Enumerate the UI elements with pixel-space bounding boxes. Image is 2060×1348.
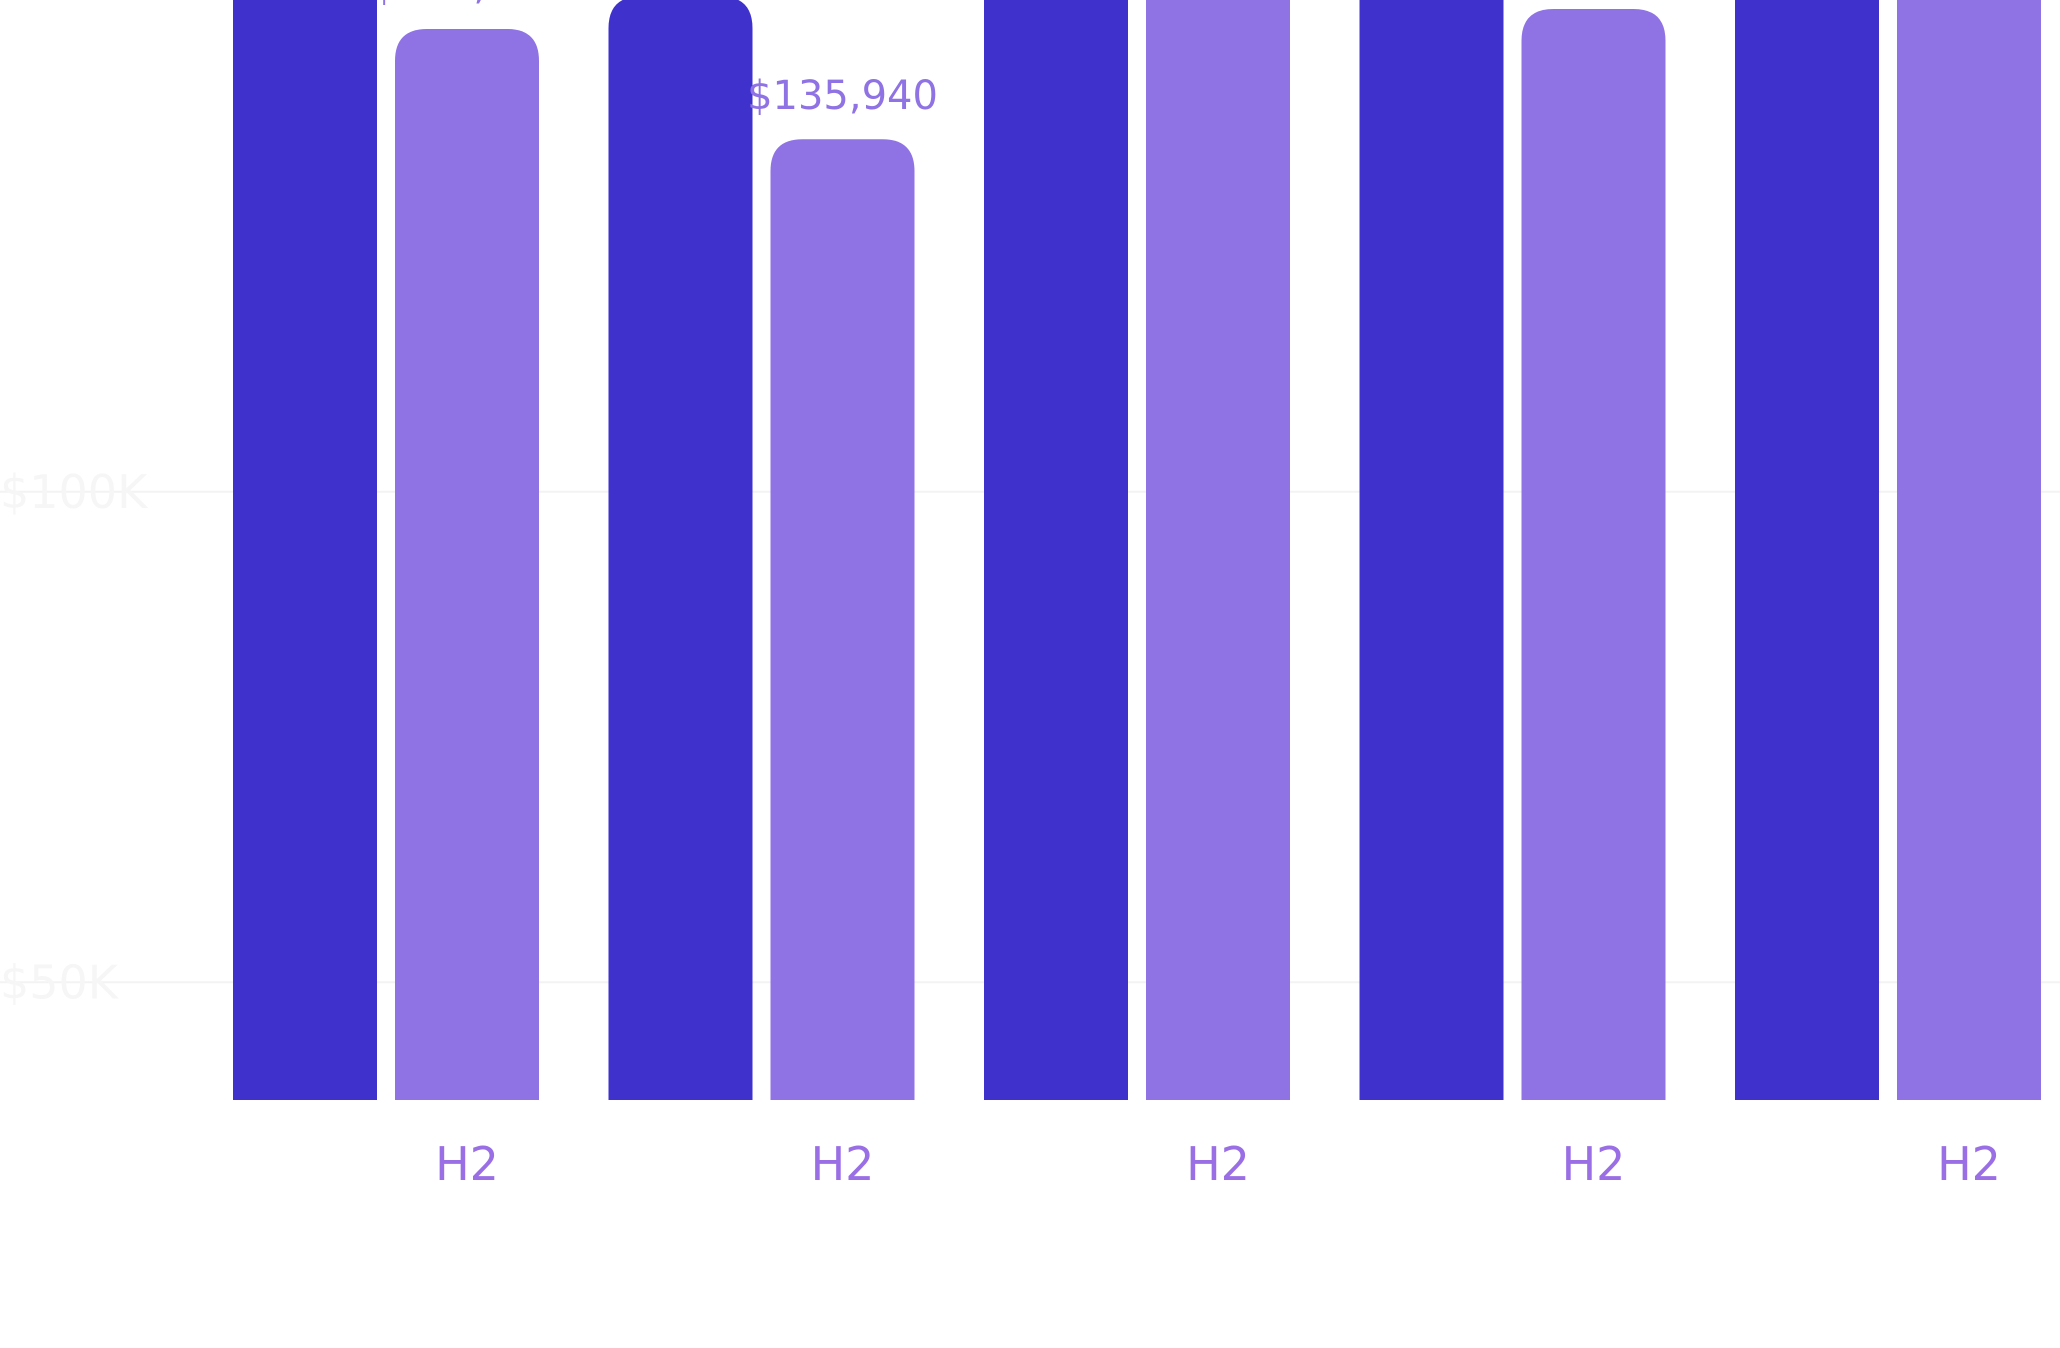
bar-h2-2 [770, 139, 915, 1100]
y-tick-label: $100K [0, 465, 149, 519]
bar-h2-5 [1897, 0, 2041, 1100]
bar-h2-3 [1146, 0, 1290, 1100]
x-axis-ticks: H2 H2 H2 H2 H2 [435, 1137, 2001, 1191]
x-tick-label: H2 [1186, 1137, 1250, 1191]
x-tick-label: H2 [1937, 1137, 2001, 1191]
x-tick-label: H2 [1562, 1137, 1626, 1191]
bar-h1-2 [608, 0, 753, 1100]
data-label: $147,177 [372, 0, 563, 9]
bar-h1-5 [1735, 0, 1879, 1100]
bar-h1-3 [984, 0, 1128, 1100]
bar-h2-4 [1521, 8, 1666, 1101]
y-axis-ticks: $200K$100K$50K [0, 465, 149, 1010]
data-labels: $147,177$135,940$159,487$149,214$172,297 [372, 0, 938, 119]
y-tick-label: $50K [0, 955, 120, 1009]
bar-h2-1 [395, 28, 539, 1100]
data-label: $135,940 [747, 73, 938, 119]
bar-h1-1 [233, 0, 377, 1100]
bar-h1-4 [1359, 0, 1504, 1100]
bars [233, 0, 2041, 1101]
x-tick-label: H2 [435, 1137, 499, 1191]
x-tick-label: H2 [811, 1137, 875, 1191]
